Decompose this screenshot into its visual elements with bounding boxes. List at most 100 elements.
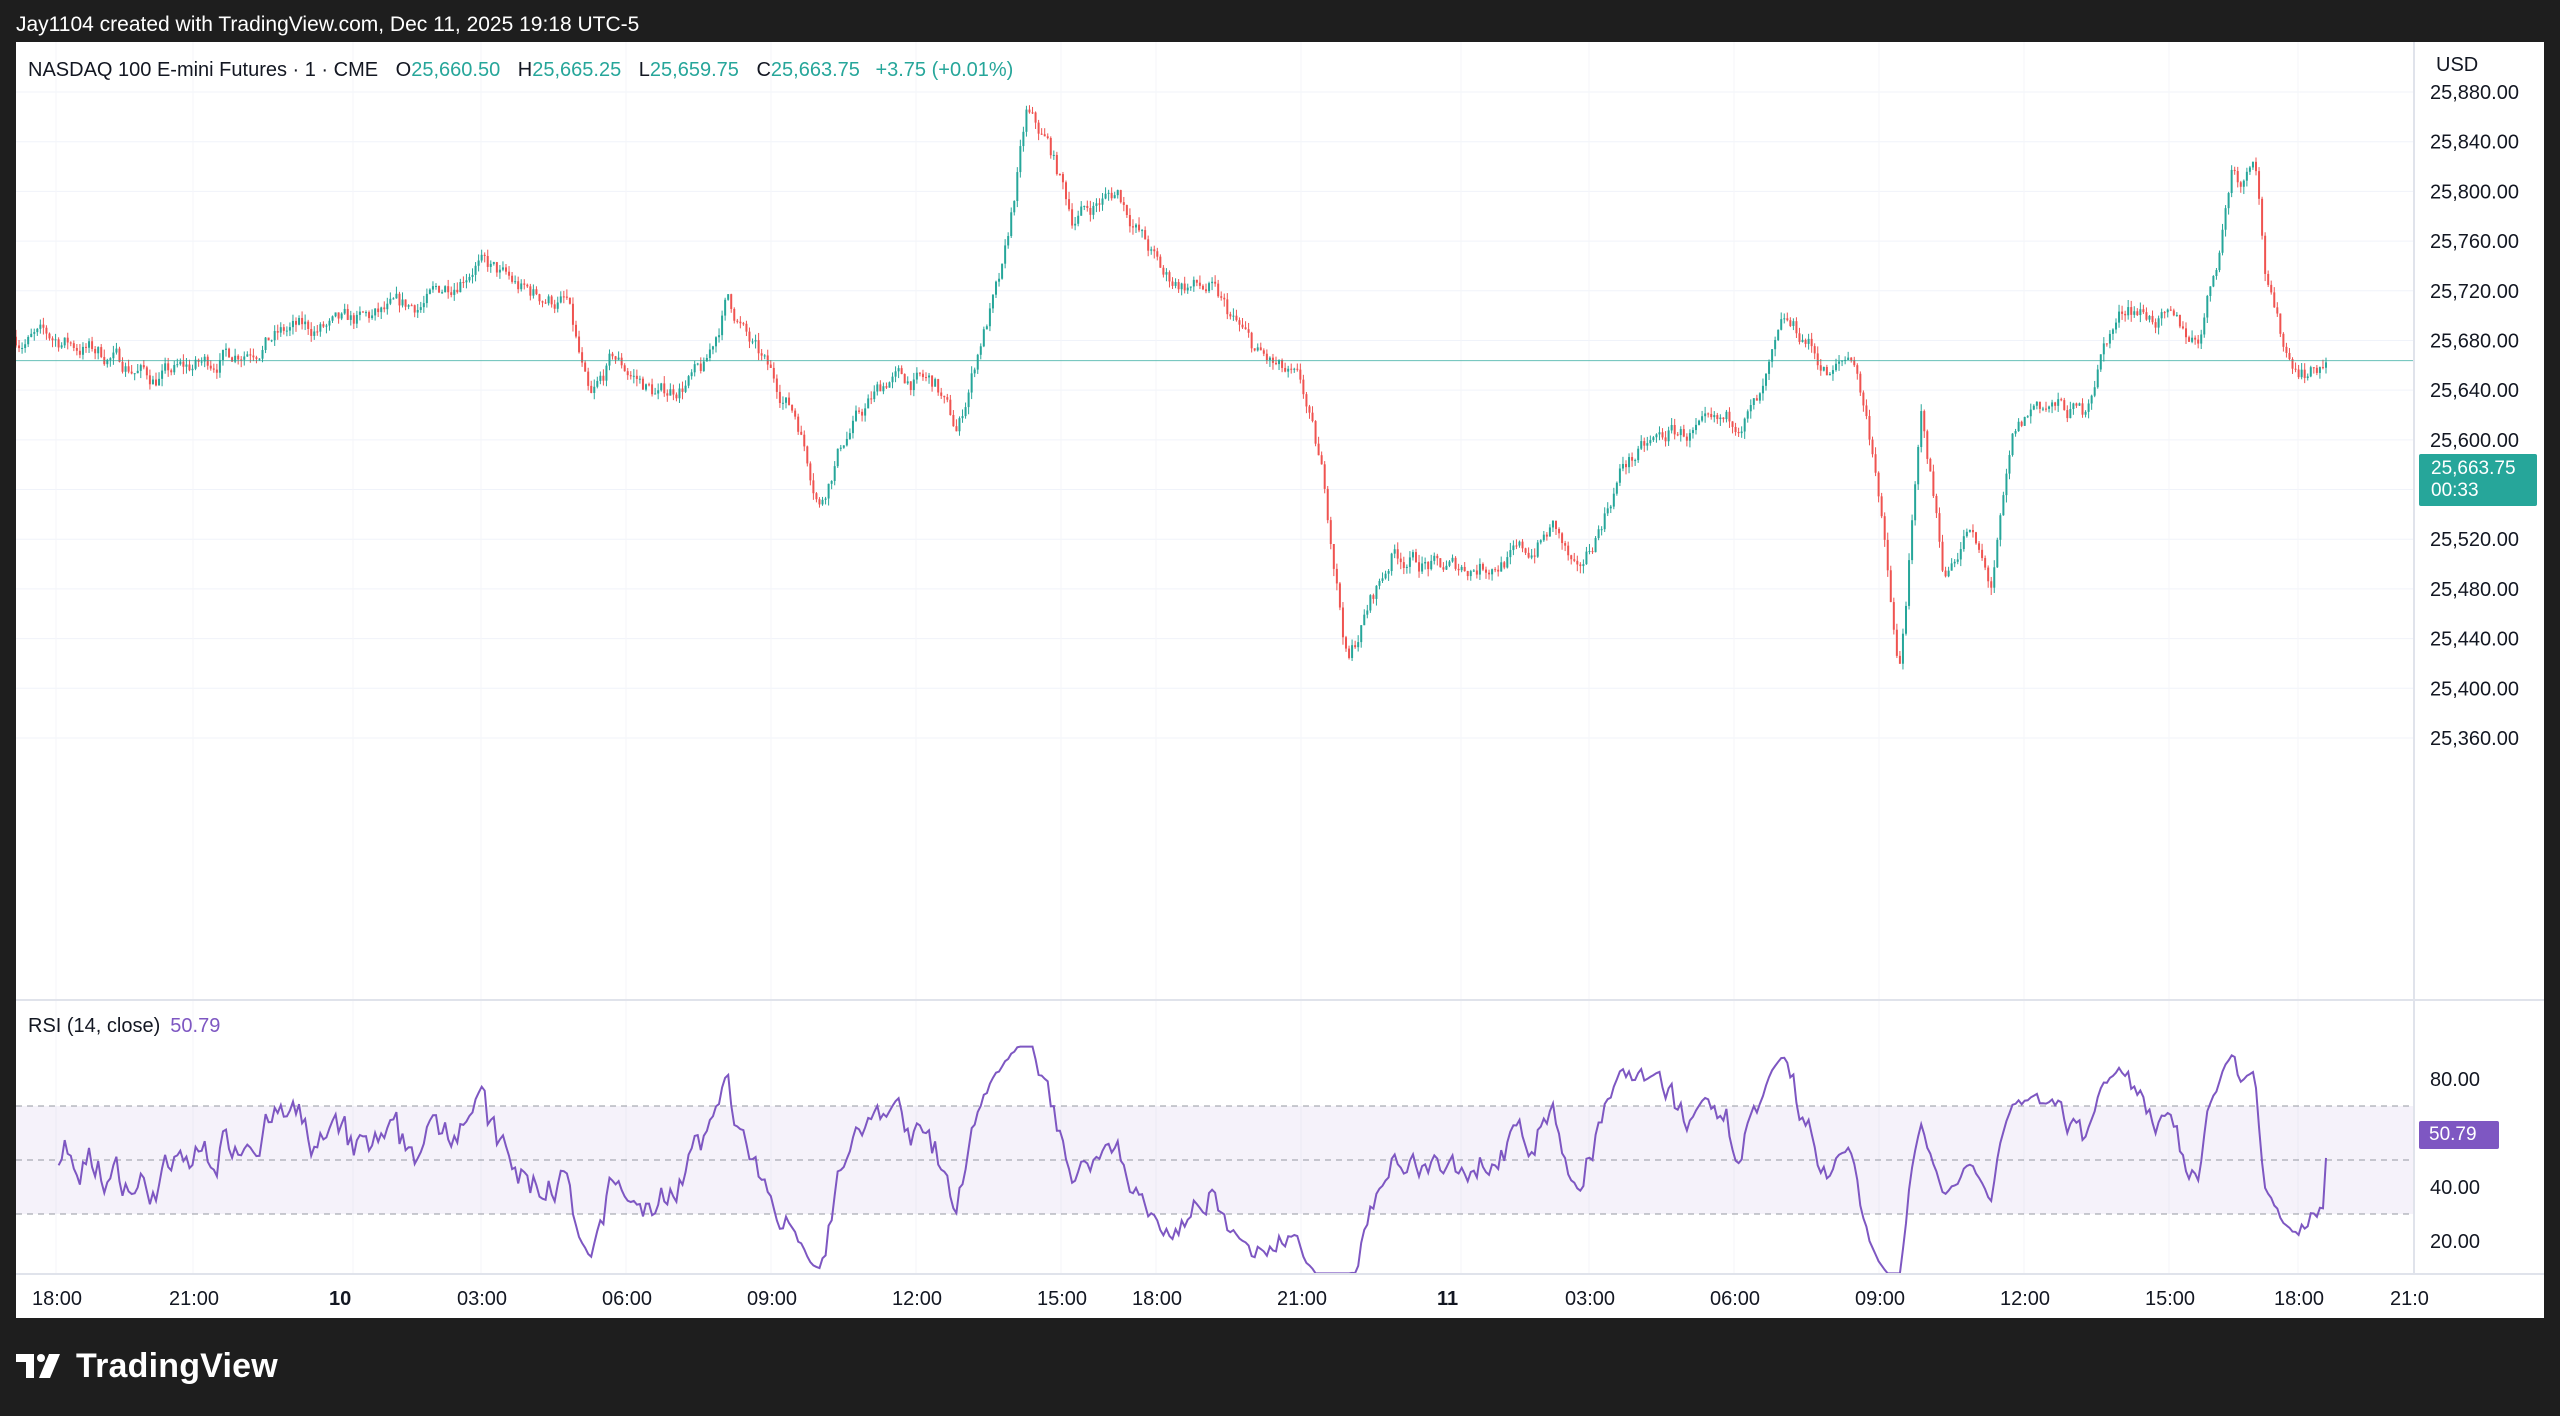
candle-body: [1256, 347, 1259, 351]
candle-body: [1603, 513, 1606, 530]
candle-body: [1436, 555, 1439, 559]
candle-body: [550, 296, 553, 305]
candle-body: [666, 393, 669, 396]
candle-body: [1743, 418, 1746, 432]
candle-body: [410, 305, 413, 307]
candle-body: [699, 363, 702, 371]
candle-body: [1640, 441, 1643, 449]
candle-body: [1329, 520, 1332, 545]
candle-body: [1290, 368, 1293, 370]
candle-body: [1442, 567, 1445, 570]
candle-body: [1241, 324, 1244, 328]
candle-body: [2105, 343, 2108, 345]
candle-body: [897, 368, 900, 372]
candle-body: [1975, 532, 1977, 544]
candle-body: [547, 296, 550, 304]
candle-body: [1223, 297, 1226, 300]
change-value: +3.75 (+0.01%): [875, 59, 1014, 81]
candle-body: [645, 384, 647, 390]
candle-body: [593, 386, 596, 393]
chart-panel[interactable]: 25,880.00 25,840.00 25,800.00 25,760.00 25,7…: [16, 42, 2544, 1318]
candle-body: [1305, 394, 1308, 407]
candle-body: [2267, 273, 2270, 285]
open-value: 25,660.50: [411, 59, 501, 81]
candle-body: [1147, 239, 1150, 251]
candle-body: [240, 359, 243, 361]
candle-body: [2066, 410, 2069, 419]
price-tick-label: 25,600.00: [2430, 430, 2519, 452]
candle-body: [1713, 415, 1716, 418]
candle-body: [1740, 431, 1743, 434]
candle-body: [2303, 369, 2306, 378]
candle-body: [301, 317, 304, 325]
candle-body: [316, 331, 319, 333]
candle-body: [1631, 457, 1634, 461]
candle-body: [958, 418, 961, 432]
candle-body: [1107, 192, 1110, 194]
candle-body: [2081, 403, 2084, 415]
candle-body: [1016, 172, 1019, 201]
candle-body: [928, 375, 931, 378]
candle-body: [1001, 263, 1004, 279]
candle-body: [2224, 208, 2227, 230]
chart-canvas[interactable]: 25,880.00 25,840.00 25,800.00 25,760.00 25,7…: [16, 42, 2544, 1318]
candle-body: [1469, 571, 1472, 577]
candle-body: [1649, 440, 1652, 444]
candle-body: [24, 344, 27, 348]
candle-body: [295, 320, 297, 325]
candle-body: [97, 347, 100, 354]
candle-body: [1119, 190, 1122, 203]
candle-body: [2230, 169, 2233, 194]
candle-body: [635, 375, 638, 379]
candle-body: [952, 414, 955, 427]
candle-body: [1086, 205, 1089, 208]
candle-body: [1034, 112, 1037, 123]
candle-body: [708, 349, 711, 358]
candle-body: [148, 375, 151, 385]
candle-body: [2145, 312, 2148, 320]
candle-body: [1217, 283, 1220, 297]
candle-body: [1625, 463, 1627, 468]
candle-body: [541, 301, 544, 303]
candle-body: [1752, 398, 1755, 406]
candle-body: [1892, 602, 1895, 630]
candle-body: [194, 359, 197, 369]
candle-body: [693, 364, 696, 373]
candle-body: [1737, 432, 1740, 434]
candle-body: [1366, 610, 1369, 615]
candle-body: [215, 369, 218, 373]
candle-body: [611, 353, 614, 357]
candle-body: [343, 308, 346, 314]
candle-body: [2294, 368, 2297, 370]
symbol-legend[interactable]: NASDAQ 100 E-mini Futures · 1 · CME O25,…: [28, 56, 1013, 84]
candle-body: [1527, 552, 1530, 558]
candle-body: [848, 433, 851, 439]
candle-body: [921, 373, 924, 378]
symbol-name[interactable]: NASDAQ 100 E-mini Futures · 1 · CME: [28, 59, 379, 81]
price-tick-label: 25,400.00: [2430, 678, 2519, 700]
candle-body: [173, 364, 176, 373]
rsi-label[interactable]: RSI (14, close): [28, 1015, 161, 1037]
candle-body: [568, 297, 571, 304]
candle-body: [1351, 645, 1354, 658]
candle-body: [1722, 417, 1725, 420]
rsi-legend[interactable]: RSI (14, close) 50.79: [28, 1012, 220, 1040]
candle-body: [1360, 625, 1363, 643]
candle-body: [2038, 401, 2041, 409]
candle-body: [736, 320, 739, 322]
candle-body: [581, 352, 584, 363]
candle-body: [115, 348, 118, 353]
candle-body: [1028, 109, 1031, 113]
candle-body: [1399, 558, 1402, 563]
candle-body: [2087, 403, 2090, 412]
rsi-tick-label: 80.00: [2430, 1069, 2480, 1091]
candle-body: [1780, 319, 1783, 330]
candle-body: [2108, 333, 2111, 344]
candle-body: [2102, 343, 2105, 355]
candle-body: [1293, 368, 1296, 370]
candle-body: [1953, 561, 1956, 564]
candle-body: [1165, 272, 1168, 275]
candle-body: [1765, 373, 1767, 386]
candle-body: [584, 362, 587, 372]
currency-label[interactable]: USD: [2436, 54, 2479, 76]
